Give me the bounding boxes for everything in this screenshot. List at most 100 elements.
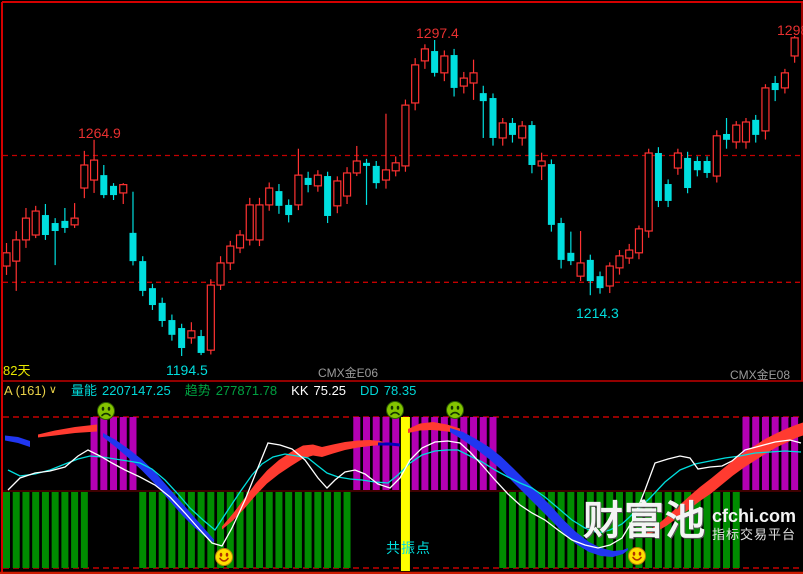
- resonance-point-label: 共振点: [386, 540, 431, 556]
- candle-up: [615, 255, 624, 269]
- candle-down: [51, 223, 59, 232]
- histogram-bar-green: [508, 492, 516, 568]
- watermark-domain: cfchi.com: [712, 506, 797, 526]
- histogram-bar-green: [625, 492, 633, 568]
- histogram-bar-magenta: [791, 417, 799, 490]
- sad-smiley-icon: [97, 402, 115, 420]
- candle-down: [61, 220, 69, 228]
- candle-up: [119, 184, 128, 194]
- candlesticks: [2, 36, 799, 357]
- histogram-bar-green: [236, 492, 244, 568]
- candle-down: [450, 55, 458, 88]
- histogram-bar-green: [518, 492, 526, 568]
- candle-up: [80, 164, 89, 189]
- histogram-bar-green: [246, 492, 254, 568]
- histogram-bar-green: [333, 492, 341, 568]
- ribbon-blue-left: [5, 435, 30, 447]
- sad-smiley-icon: [386, 401, 404, 419]
- histogram-bar-green: [178, 492, 186, 568]
- indicator-panel: [3, 401, 803, 571]
- histogram-bar-magenta: [372, 417, 380, 490]
- histogram-bar-green: [158, 492, 166, 568]
- histogram-bar-green: [265, 492, 273, 568]
- candle-up: [469, 72, 478, 84]
- candle-up: [89, 159, 99, 181]
- histogram-bar-green: [732, 492, 740, 568]
- candle-down: [431, 51, 439, 73]
- histogram-bar-green: [294, 492, 302, 568]
- histogram-bar-magenta: [470, 417, 478, 490]
- candle-up: [333, 180, 342, 207]
- candle-up: [780, 72, 790, 89]
- candle-up: [255, 204, 264, 241]
- candle-up: [440, 55, 449, 74]
- histogram-bar-green: [275, 492, 283, 568]
- candle-down: [178, 328, 186, 349]
- histogram-bar-green: [71, 492, 79, 568]
- main-price-chart: [3, 154, 801, 283]
- histogram-bar-green: [596, 492, 604, 568]
- candle-up: [216, 262, 225, 286]
- ribbon-red-left: [38, 424, 97, 438]
- candle-up: [381, 169, 391, 181]
- histogram-bar-green: [3, 492, 10, 568]
- candle-down: [148, 288, 156, 306]
- histogram-bar-green: [664, 492, 672, 568]
- happy-smiley-icon: [628, 547, 646, 565]
- histogram-bar-green: [723, 492, 731, 568]
- candle-up: [518, 125, 527, 139]
- candle-up: [391, 162, 400, 172]
- candle-down: [664, 184, 672, 201]
- ribbon-blue-down-2: [450, 428, 628, 557]
- candle-up: [401, 104, 410, 167]
- indicator-name[interactable]: A (161): [4, 383, 46, 398]
- field-value: 75.25: [313, 383, 347, 398]
- price-label-high-right: 1298: [777, 22, 803, 38]
- histogram-bar-green: [615, 492, 623, 568]
- histogram-bar-magenta: [353, 417, 361, 490]
- histogram-bar-green: [80, 492, 88, 568]
- histogram-bar-green: [635, 492, 643, 568]
- histogram-bar-magenta: [781, 417, 789, 490]
- candle-up: [70, 217, 79, 226]
- histogram-bar-green: [324, 492, 332, 568]
- histogram-bar-green: [304, 492, 312, 568]
- ribbon-darkblue-flat: [378, 442, 400, 447]
- indicator-field-dd: DD 78.35: [360, 383, 416, 398]
- candle-down: [693, 160, 701, 171]
- ribbon-red-up-2: [645, 422, 803, 535]
- watermark-brand: 财富池: [583, 499, 706, 543]
- candle-down: [275, 191, 283, 206]
- candle-down: [372, 165, 380, 184]
- candle-down: [771, 82, 779, 91]
- indicator-line-cyan: [7, 449, 802, 534]
- chevron-down-icon[interactable]: ∨: [48, 384, 57, 396]
- candle-down: [158, 302, 166, 321]
- indicator-line-white: [7, 439, 802, 549]
- histogram-bar-magenta: [110, 417, 118, 490]
- candle-down: [723, 133, 731, 140]
- histogram-bar-green: [207, 492, 215, 568]
- candle-up: [644, 152, 653, 232]
- histogram-bar-green: [285, 492, 293, 568]
- histogram-bar-green: [684, 492, 692, 568]
- period-days-label: 82天: [3, 363, 31, 378]
- indicator-field-kk: KK 75.25: [291, 383, 346, 398]
- candle-up: [732, 124, 741, 143]
- candle-down: [557, 223, 565, 260]
- histogram-bar-green: [187, 492, 195, 568]
- histogram-bar-magenta: [411, 417, 419, 490]
- candle-down: [703, 160, 711, 173]
- histogram-bar-green: [314, 492, 322, 568]
- happy-smiley-icon: [215, 548, 233, 566]
- price-label-high-mid: 1297.4: [416, 25, 459, 41]
- candle-up: [673, 152, 682, 169]
- histogram-bar-green: [674, 492, 682, 568]
- candle-up: [498, 122, 507, 139]
- candle-up: [411, 64, 420, 104]
- histogram-bar-green: [148, 492, 156, 568]
- candle-up: [12, 239, 21, 262]
- histogram-bar-green: [22, 492, 30, 568]
- histogram-bar-green: [51, 492, 59, 568]
